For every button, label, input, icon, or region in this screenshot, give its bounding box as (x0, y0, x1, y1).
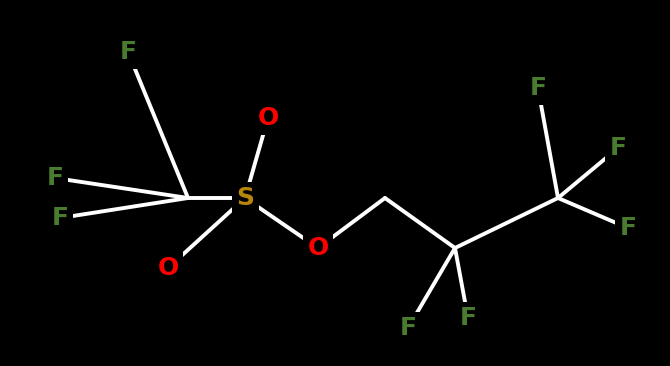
Text: F: F (529, 76, 547, 100)
Text: F: F (610, 136, 626, 160)
Text: O: O (157, 256, 179, 280)
Text: F: F (52, 206, 68, 230)
Text: F: F (399, 316, 417, 340)
Text: F: F (620, 216, 636, 240)
Text: O: O (308, 236, 328, 260)
Text: F: F (460, 306, 476, 330)
Text: F: F (119, 40, 137, 64)
Text: S: S (236, 186, 254, 210)
Text: O: O (257, 106, 279, 130)
Text: F: F (46, 166, 64, 190)
